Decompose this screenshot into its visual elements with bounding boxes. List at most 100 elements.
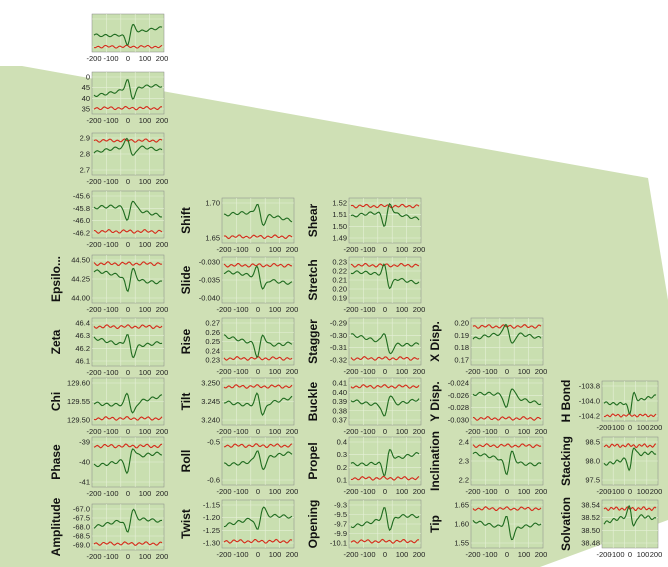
x-tick-label: -200 (216, 367, 231, 376)
chart-panel-c3r3: -0.024 -0.026 -0.028 -0.030 -200 -100 0 100 200 Y… (428, 377, 547, 436)
x-tick-label: 100 (396, 305, 409, 314)
series-line-simulation (93, 392, 163, 414)
y-tick-label: 40 (82, 94, 90, 103)
x-tick-label: -100 (233, 305, 248, 314)
x-tick-label: -100 (233, 367, 248, 376)
panel-ylabel: Twist (179, 509, 193, 539)
x-tick-label: 100 (139, 305, 152, 314)
x-tick-label: 200 (156, 240, 169, 249)
chart-panel-c2r5: -9.3-9.5-9.7-9.9-10.1 -200 -100 0 100 200 Open… (306, 500, 425, 559)
chart-panel-c1r0: 1.70 1.65 -200 -100 0 100 200 Shift (179, 197, 299, 254)
series-line-simulation (93, 267, 163, 293)
x-tick-label: -100 (482, 427, 497, 436)
series-line-reference (223, 234, 293, 240)
x-tick-label: 200 (413, 427, 426, 436)
panel-ylabel: Y Disp. (428, 381, 442, 421)
x-tick-label: 100 (396, 487, 409, 496)
x-tick-label: 0 (126, 116, 130, 125)
x-tick-label: 100 (518, 367, 531, 376)
panel-ylabel: Rise (179, 329, 193, 355)
x-tick-label: -200 (86, 552, 101, 561)
x-tick-label: 0 (505, 550, 509, 559)
x-tick-label: -100 (360, 427, 375, 436)
x-tick-label: -200 (596, 423, 611, 432)
x-tick-label: -100 (482, 550, 497, 559)
x-tick-label: 200 (413, 245, 426, 254)
x-tick-label: -100 (360, 305, 375, 314)
y-tick-label: 1.65 (454, 501, 469, 510)
chart-panel-c2r4: 0.4 0.3 0.2 0.1 -200 -100 0 100 200 Propel (306, 436, 425, 496)
y-tick-label: 46.4 (75, 319, 90, 328)
y-tick-label: 0.21 (332, 276, 347, 285)
x-tick-label: 200 (286, 245, 299, 254)
x-tick-label: 200 (650, 550, 663, 559)
y-tick-label: 98.5 (585, 438, 600, 447)
series-line-reference (93, 541, 163, 546)
x-tick-label: -100 (103, 54, 118, 63)
x-tick-label: 200 (156, 305, 169, 314)
x-tick-label: -200 (216, 487, 231, 496)
x-tick-label: 200 (413, 305, 426, 314)
x-tick-label: 200 (156, 427, 169, 436)
x-tick-label: 200 (413, 550, 426, 559)
series-line-reference (223, 443, 293, 449)
series-line-simulation (603, 504, 657, 527)
chart-panel-c0r7: -39 -40 -41 -200 -100 0 100 200 Phase (49, 436, 168, 498)
y-tick-label: 0.24 (205, 346, 220, 355)
y-tick-label: 1.52 (332, 199, 347, 208)
panel-ylabel: Slide (179, 265, 193, 294)
y-tick-label: 2.4 (459, 438, 469, 447)
x-tick-label: 100 (637, 487, 650, 496)
y-tick-label: 1.65 (205, 234, 220, 243)
y-tick-label: -45.8 (73, 204, 90, 213)
chart-panel-c4r3: -103.8 -104.0 -104.2 -200-100 0 100 200 H Bond (559, 380, 662, 432)
x-tick-label: -200 (86, 489, 101, 498)
series-line-simulation (93, 200, 163, 222)
x-tick-label: 200 (286, 305, 299, 314)
x-tick-label: 200 (535, 367, 548, 376)
y-tick-label: 46.2 (75, 344, 90, 353)
x-tick-label: -100 (233, 245, 248, 254)
series-line-simulation (223, 265, 293, 290)
x-tick-label: 100 (139, 552, 152, 561)
y-tick-label: -0.030 (448, 416, 469, 425)
series-line-reference (223, 262, 292, 268)
y-tick-label: 1.60 (454, 520, 469, 529)
panel-ylabel: Stretch (306, 259, 320, 300)
x-tick-label: 100 (518, 550, 531, 559)
panel-ylabel: Epsilo... (49, 256, 63, 302)
x-tick-label: 100 (269, 367, 282, 376)
y-tick-label: 38.54 (581, 501, 600, 510)
y-tick-label: -1.30 (203, 539, 220, 548)
series-line-reference (472, 506, 542, 512)
x-tick-label: -200 (596, 487, 611, 496)
x-tick-label: 0 (126, 54, 130, 63)
x-tick-label: -100 (233, 427, 248, 436)
panel-ylabel: Stacking (559, 436, 573, 486)
y-tick-label: -0.030 (199, 258, 220, 267)
x-tick-label: 0 (256, 305, 260, 314)
x-tick-label: -100 (482, 367, 497, 376)
y-tick-label: 45 (82, 83, 90, 92)
x-tick-label: -200 (86, 54, 101, 63)
x-tick-label: -100 (360, 487, 375, 496)
x-tick-label: 100 (269, 487, 282, 496)
x-tick-label: -200 (86, 368, 101, 377)
y-tick-label: -0.32 (330, 356, 347, 365)
x-tick-label: 200 (535, 487, 548, 496)
panel-ylabel: Chi (49, 392, 63, 411)
x-tick-label: 100 (139, 240, 152, 249)
series-line-simulation (224, 450, 293, 471)
y-tick-label: 0.23 (332, 258, 347, 267)
y-tick-label: 0.40 (332, 388, 347, 397)
panel-ylabel: Propel (306, 442, 320, 479)
y-tick-label: 0.17 (454, 356, 469, 365)
x-tick-label: -200 (343, 367, 358, 376)
x-tick-label: 200 (286, 487, 299, 496)
chart-panel-c1r2: 0.270.260.250.240.23 -200 -100 0 100 200 Rise (179, 317, 298, 376)
y-tick-label: -0.31 (330, 343, 347, 352)
series-line-simulation (350, 332, 420, 355)
y-tick-label: 38.50 (581, 526, 600, 535)
x-tick-label: -100 (609, 550, 624, 559)
